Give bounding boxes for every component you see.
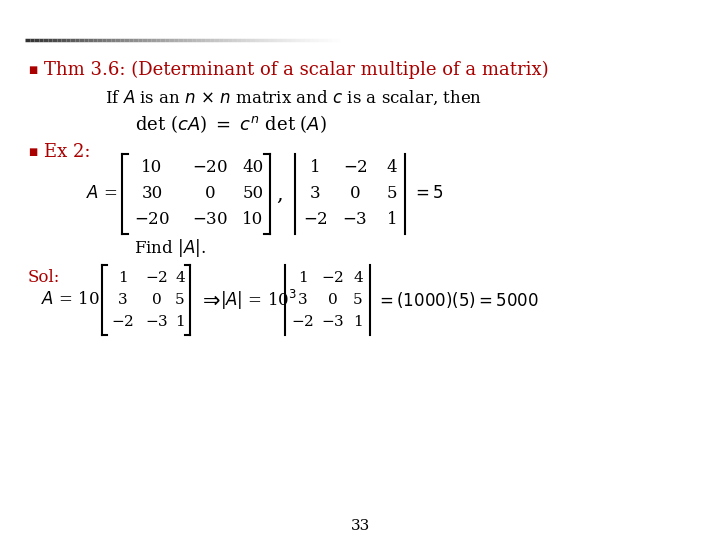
Text: 4: 4 xyxy=(353,271,363,285)
Text: 4: 4 xyxy=(387,159,397,177)
Text: $|A|$ = 10$^{3}$: $|A|$ = 10$^{3}$ xyxy=(220,288,297,312)
Text: If $A$ is an $n$ $\times$ $n$ matrix and $c$ is a scalar, then: If $A$ is an $n$ $\times$ $n$ matrix and… xyxy=(105,89,482,107)
Text: $-$2: $-$2 xyxy=(292,314,315,329)
Text: 0: 0 xyxy=(328,293,338,307)
Text: 1: 1 xyxy=(310,159,320,177)
Text: 5: 5 xyxy=(387,186,397,202)
Text: Thm 3.6: (Determinant of a scalar multiple of a matrix): Thm 3.6: (Determinant of a scalar multip… xyxy=(44,61,549,79)
Text: 3: 3 xyxy=(310,186,320,202)
Text: $A$ = 10: $A$ = 10 xyxy=(41,292,100,308)
Text: 40: 40 xyxy=(243,159,264,177)
Text: Find $|A|$.: Find $|A|$. xyxy=(134,237,206,259)
Text: 0: 0 xyxy=(204,186,215,202)
Text: 1: 1 xyxy=(387,212,397,228)
Text: 33: 33 xyxy=(351,519,369,533)
Text: 10: 10 xyxy=(141,159,163,177)
Text: $-$20: $-$20 xyxy=(134,212,170,228)
Text: $-$2: $-$2 xyxy=(302,212,328,228)
Text: Sol:: Sol: xyxy=(28,269,60,287)
Text: $-$30: $-$30 xyxy=(192,212,228,228)
Text: $-$2: $-$2 xyxy=(343,159,367,177)
Text: ,: , xyxy=(276,185,283,204)
Text: 5: 5 xyxy=(175,293,185,307)
Text: $-$2: $-$2 xyxy=(145,271,168,286)
Text: $= (1000)(5) = 5000$: $= (1000)(5) = 5000$ xyxy=(376,290,539,310)
Text: 3: 3 xyxy=(298,293,308,307)
Text: $\Rightarrow$: $\Rightarrow$ xyxy=(198,291,220,309)
Text: Ex 2:: Ex 2: xyxy=(44,143,91,161)
Text: 10: 10 xyxy=(243,212,264,228)
Text: 1: 1 xyxy=(175,315,185,329)
Text: $-$2: $-$2 xyxy=(322,271,344,286)
Text: 1: 1 xyxy=(118,271,128,285)
Text: 3: 3 xyxy=(118,293,128,307)
Text: ■: ■ xyxy=(28,65,37,75)
Text: det ($cA$) $=$ $c^{n}$ det ($A$): det ($cA$) $=$ $c^{n}$ det ($A$) xyxy=(135,113,327,135)
Text: 5: 5 xyxy=(354,293,363,307)
Text: 0: 0 xyxy=(152,293,162,307)
Text: $= 5$: $= 5$ xyxy=(412,186,444,202)
Text: $-$20: $-$20 xyxy=(192,159,228,177)
Text: $-$2: $-$2 xyxy=(112,314,135,329)
Text: $-$3: $-$3 xyxy=(321,314,345,329)
Text: 4: 4 xyxy=(175,271,185,285)
Text: 1: 1 xyxy=(298,271,308,285)
Text: 0: 0 xyxy=(350,186,360,202)
Text: 30: 30 xyxy=(141,186,163,202)
Text: $-$3: $-$3 xyxy=(145,314,168,329)
Text: $-$3: $-$3 xyxy=(342,212,368,228)
Text: 50: 50 xyxy=(243,186,264,202)
Text: ■: ■ xyxy=(28,147,37,157)
Text: 1: 1 xyxy=(353,315,363,329)
Text: $A$ =: $A$ = xyxy=(86,186,118,202)
